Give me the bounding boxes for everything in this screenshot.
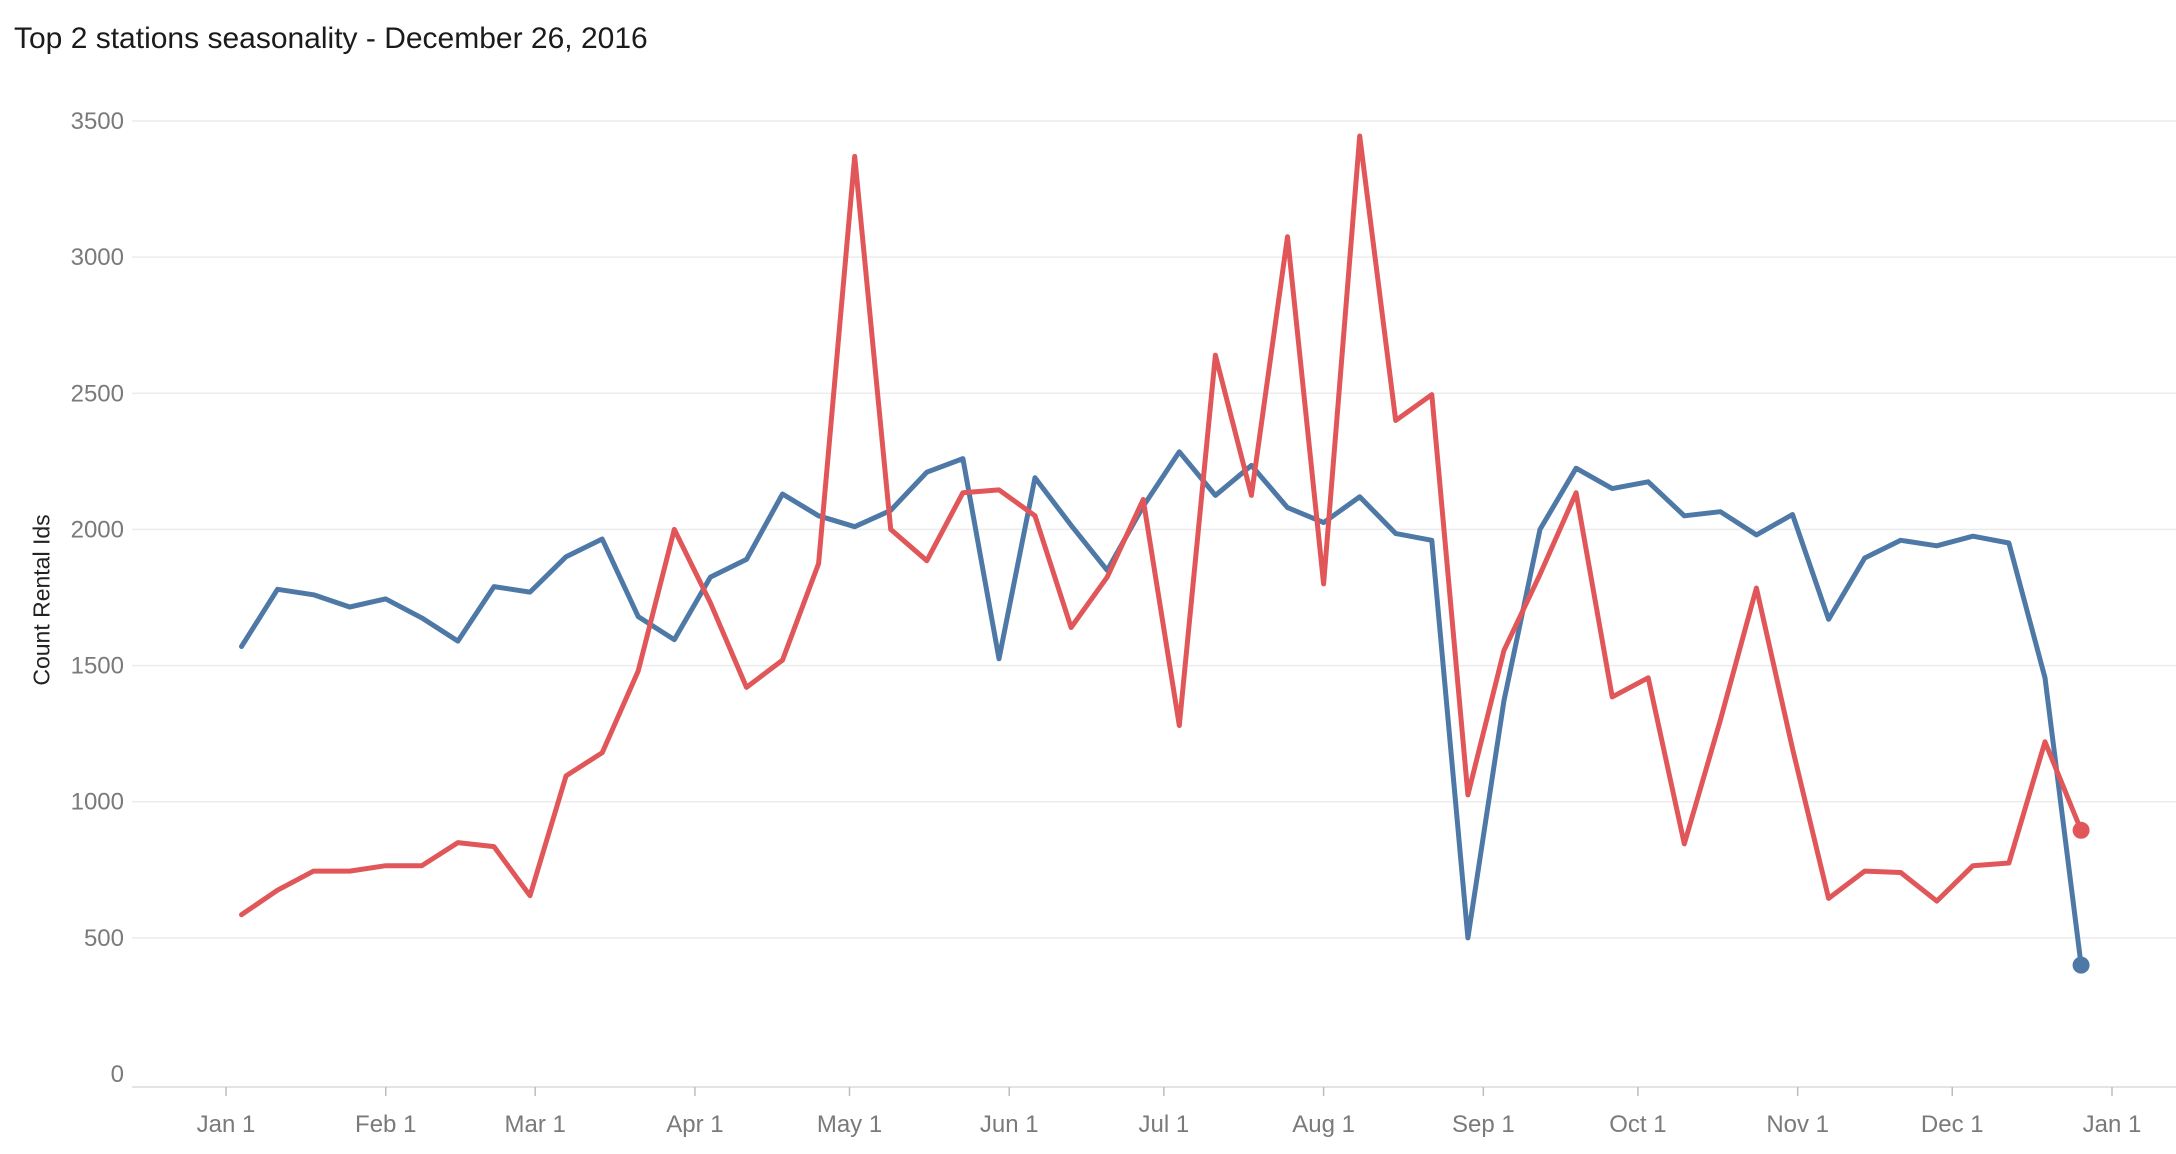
series-end-points <box>2072 821 2090 974</box>
x-tick-label: Mar 1 <box>505 1111 566 1138</box>
y-tick-label: 0 <box>111 1061 124 1088</box>
x-tick-label: Nov 1 <box>1766 1111 1829 1138</box>
x-tick-label: May 1 <box>817 1111 882 1138</box>
y-tick-label: 500 <box>84 925 124 952</box>
gridlines <box>132 120 2176 939</box>
x-tick-label: Dec 1 <box>1921 1111 1984 1138</box>
x-tick-label: Oct 1 <box>1609 1111 1666 1138</box>
chart-title: Top 2 stations seasonality - December 26… <box>14 22 648 55</box>
x-tick-label: Jan 1 <box>197 1111 256 1138</box>
y-tick-label: 3500 <box>71 108 124 135</box>
x-tick-label: Apr 1 <box>666 1111 723 1138</box>
series-lines <box>239 133 2084 968</box>
y-tick-label: 2000 <box>71 516 124 543</box>
series-line-2 <box>239 133 2084 918</box>
x-tick-label: Jan 1 <box>2083 1111 2142 1138</box>
y-tick-label: 1500 <box>71 653 124 680</box>
y-tick-label: 3000 <box>71 244 124 271</box>
x-tick-label: Sep 1 <box>1452 1111 1515 1138</box>
x-tick-label: Aug 1 <box>1292 1111 1355 1138</box>
x-tick-label: Feb 1 <box>355 1111 416 1138</box>
y-tick-label: 1000 <box>71 789 124 816</box>
y-axis-ticks: 0 500 1000 1500 2000 2500 3000 3500 <box>71 108 124 1088</box>
series-end-point-1 <box>2072 956 2090 974</box>
y-tick-label: 2500 <box>71 380 124 407</box>
x-axis: Jan 1 Feb 1 Mar 1 Apr 1 May 1 Jun 1 Jul 1 Aug 1… <box>132 1086 2176 1138</box>
x-tick-label: Jun 1 <box>980 1111 1039 1138</box>
series-line-1 <box>239 449 2084 968</box>
x-tick-label: Jul 1 <box>1138 1111 1189 1138</box>
series-end-point-2 <box>2072 821 2090 839</box>
